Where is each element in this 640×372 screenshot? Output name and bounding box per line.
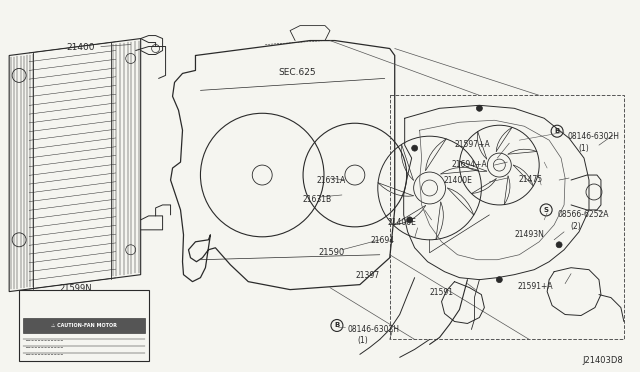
Text: 21591: 21591: [429, 288, 454, 296]
Text: 08146-6302H: 08146-6302H: [348, 326, 400, 334]
Text: ⚠ CAUTION-FAN MOTOR: ⚠ CAUTION-FAN MOTOR: [51, 323, 117, 328]
Circle shape: [497, 277, 502, 283]
Text: 21597+A: 21597+A: [454, 140, 490, 149]
Text: 21493N: 21493N: [515, 230, 544, 239]
Circle shape: [476, 105, 483, 111]
Text: 21397: 21397: [356, 271, 380, 280]
Text: S: S: [543, 207, 548, 213]
Text: J21403D8: J21403D8: [582, 356, 623, 365]
Text: SEC.625: SEC.625: [278, 68, 316, 77]
Text: 21590: 21590: [318, 248, 344, 257]
Text: 21631B: 21631B: [302, 195, 331, 204]
Text: 21475: 21475: [518, 175, 542, 184]
Text: ─ ─ ─ ─ ─ ─ ─ ─ ─ ─ ─ ─: ─ ─ ─ ─ ─ ─ ─ ─ ─ ─ ─ ─: [25, 346, 63, 350]
Bar: [23, 318, 145, 333]
Circle shape: [556, 242, 562, 248]
Text: (2): (2): [570, 222, 581, 231]
Text: 21400: 21400: [66, 42, 95, 52]
Text: B: B: [334, 323, 340, 328]
Circle shape: [406, 217, 413, 223]
Text: 21400E: 21400E: [444, 176, 472, 185]
Text: 21694+A: 21694+A: [451, 160, 487, 169]
Text: ─ ─ ─ ─ ─ ─ ─ ─ ─ ─ ─ ─: ─ ─ ─ ─ ─ ─ ─ ─ ─ ─ ─ ─: [25, 353, 63, 357]
Text: ─ ─ ─ ─ ─ ─ ─ ─ ─ ─ ─ ─: ─ ─ ─ ─ ─ ─ ─ ─ ─ ─ ─ ─: [25, 339, 63, 343]
Circle shape: [412, 145, 418, 151]
Text: 21694: 21694: [371, 236, 395, 245]
Text: 21631A: 21631A: [316, 176, 345, 185]
Text: 21400E: 21400E: [388, 218, 417, 227]
Text: 21591+A: 21591+A: [517, 282, 553, 291]
Text: 08146-6302H: 08146-6302H: [567, 132, 619, 141]
Text: 08566-6252A: 08566-6252A: [557, 210, 609, 219]
Text: 21599N: 21599N: [59, 283, 92, 293]
Text: (1): (1): [358, 336, 369, 346]
Text: B: B: [554, 128, 560, 134]
Text: (1): (1): [578, 144, 589, 153]
